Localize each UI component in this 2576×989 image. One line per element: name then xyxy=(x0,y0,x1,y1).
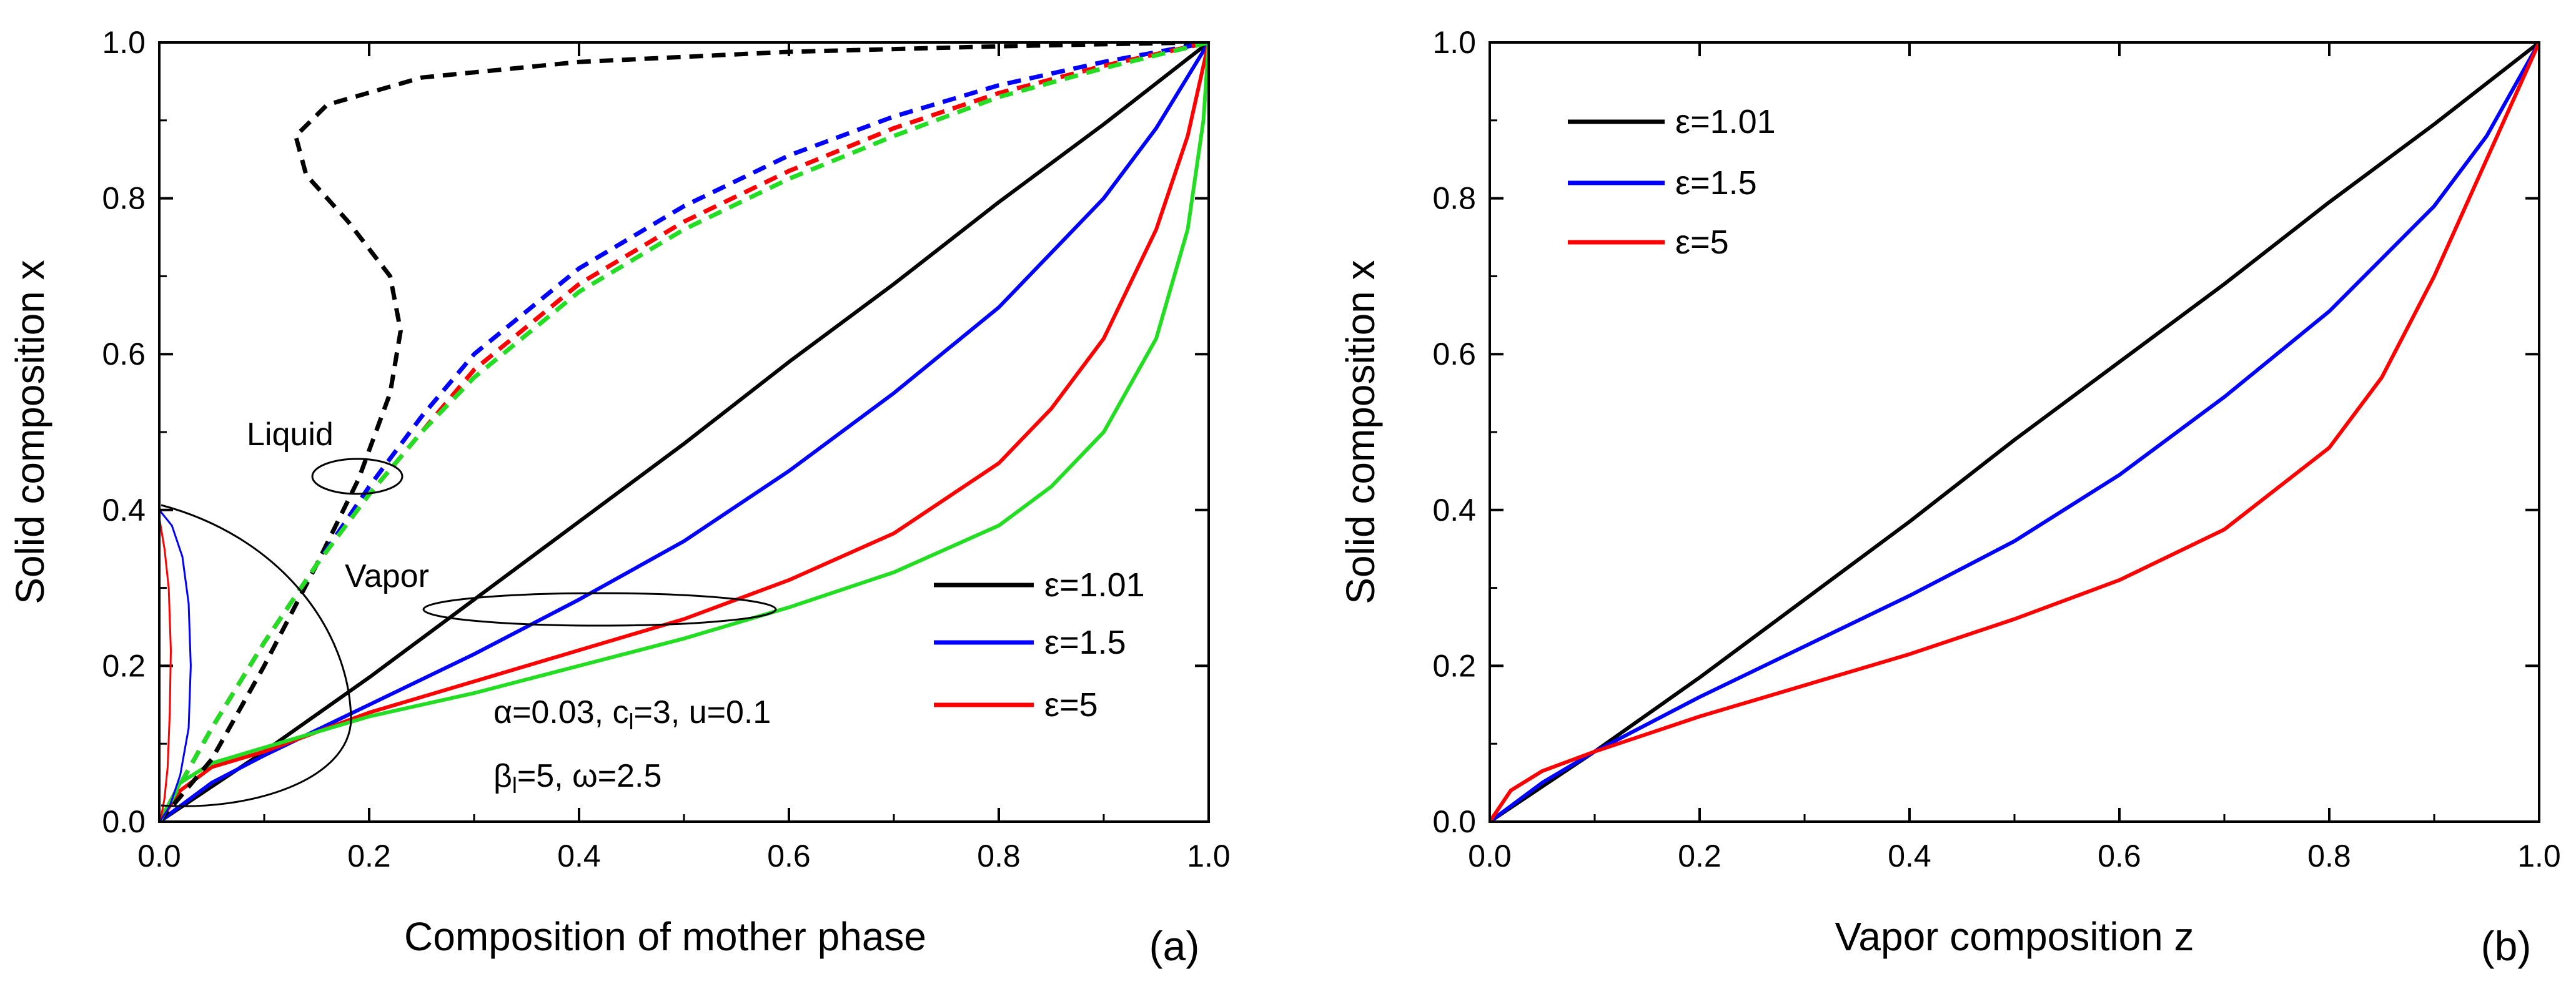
x-tick-label-a-4: 0.8 xyxy=(977,839,1021,873)
legend-b-label-0: ε=1.01 xyxy=(1675,103,1776,140)
legend-b: ε=1.01 ε=1.5 ε=5 xyxy=(1568,103,1776,261)
series-a-6 xyxy=(159,42,1209,822)
series-a-1 xyxy=(159,42,1209,822)
series-a-0 xyxy=(159,42,1209,822)
series-a-9 xyxy=(159,516,172,822)
x-tick-label-b-2: 0.4 xyxy=(1888,839,1931,873)
liquid-ellipse xyxy=(311,458,404,495)
legend-a-label-0: ε=1.01 xyxy=(1044,566,1145,604)
series-a xyxy=(159,42,1209,822)
series-b xyxy=(1490,42,2539,822)
panel-b: 0.0 0.2 0.4 0.6 0.8 1.0 0.0 0.2 0.4 0.6 0.8 1.0 ε=1… xyxy=(1338,25,2561,969)
panel-a: 0.0 0.2 0.4 0.6 0.8 1.0 0.0 0.2 0.4 0.6 0.8 1.0 Liq… xyxy=(7,25,1231,969)
series-b-2 xyxy=(1490,42,2539,822)
legend-a: ε=1.01 ε=1.5 ε=5 xyxy=(934,566,1145,724)
series-a-4 xyxy=(159,42,1209,822)
inset-bracket xyxy=(161,504,352,807)
x-tick-label-a-1: 0.2 xyxy=(347,839,391,873)
series-a-7 xyxy=(159,42,1209,822)
y-tick-label-a-0: 0.0 xyxy=(102,804,146,839)
vapor-label: Vapor xyxy=(345,558,429,594)
x-tick-label-b-5: 1.0 xyxy=(2517,839,2561,873)
legend-b-label-1: ε=1.5 xyxy=(1675,164,1757,202)
y-tick-label-b-0: 0.0 xyxy=(1432,804,1476,839)
x-tick-label-b-0: 0.0 xyxy=(1468,839,1512,873)
x-axis-title-b: Vapor composition z xyxy=(1835,914,2194,959)
legend-a-label-2: ε=5 xyxy=(1044,686,1098,724)
params-line-2: βl=5, ω=2.5 xyxy=(493,758,661,798)
series-a-8 xyxy=(159,509,192,822)
y-tick-label-a-2: 0.4 xyxy=(102,493,146,528)
x-tick-label-b-1: 0.2 xyxy=(1678,839,1721,873)
params-line-1: α=0.03, cl=3, u=0.1 xyxy=(493,694,771,734)
y-tick-label-b-1: 0.2 xyxy=(1432,648,1476,683)
x-tick-label-a-2: 0.4 xyxy=(557,839,601,873)
ticks-b: 0.0 0.2 0.4 0.6 0.8 1.0 0.0 0.2 0.4 0.6 0.8 1.0 xyxy=(1432,25,2560,873)
plot-frame-a xyxy=(158,41,1210,823)
y-tick-label-a-5: 1.0 xyxy=(102,25,146,60)
x-tick-label-a-5: 1.0 xyxy=(1187,839,1231,873)
x-tick-label-a-3: 0.6 xyxy=(767,839,811,873)
panel-label-a: (a) xyxy=(1149,923,1200,969)
y-tick-label-b-3: 0.6 xyxy=(1432,337,1476,371)
plot-frame-b xyxy=(1489,41,2540,823)
x-tick-label-a-0: 0.0 xyxy=(137,839,181,873)
y-axis-title-a: Solid composition x xyxy=(7,260,52,604)
x-tick-label-b-3: 0.6 xyxy=(2098,839,2141,873)
y-tick-label-a-4: 0.8 xyxy=(102,181,146,216)
y-tick-label-a-1: 0.2 xyxy=(102,648,146,683)
panel-label-b: (b) xyxy=(2481,923,2532,969)
vapor-ellipse xyxy=(422,592,777,627)
liquid-label: Liquid xyxy=(247,416,334,453)
y-tick-label-a-3: 0.6 xyxy=(102,337,146,371)
x-axis-title-a: Composition of mother phase xyxy=(404,914,926,959)
series-a-3 xyxy=(159,42,1209,822)
legend-a-label-1: ε=1.5 xyxy=(1044,624,1126,661)
y-tick-label-b-5: 1.0 xyxy=(1432,25,1476,60)
x-tick-label-b-4: 0.8 xyxy=(2307,839,2351,873)
y-axis-title-b: Solid composition x xyxy=(1338,260,1383,604)
series-a-5 xyxy=(159,42,1209,822)
y-tick-label-b-2: 0.4 xyxy=(1432,493,1476,528)
legend-b-label-2: ε=5 xyxy=(1675,224,1729,261)
y-tick-label-b-4: 0.8 xyxy=(1432,181,1476,216)
